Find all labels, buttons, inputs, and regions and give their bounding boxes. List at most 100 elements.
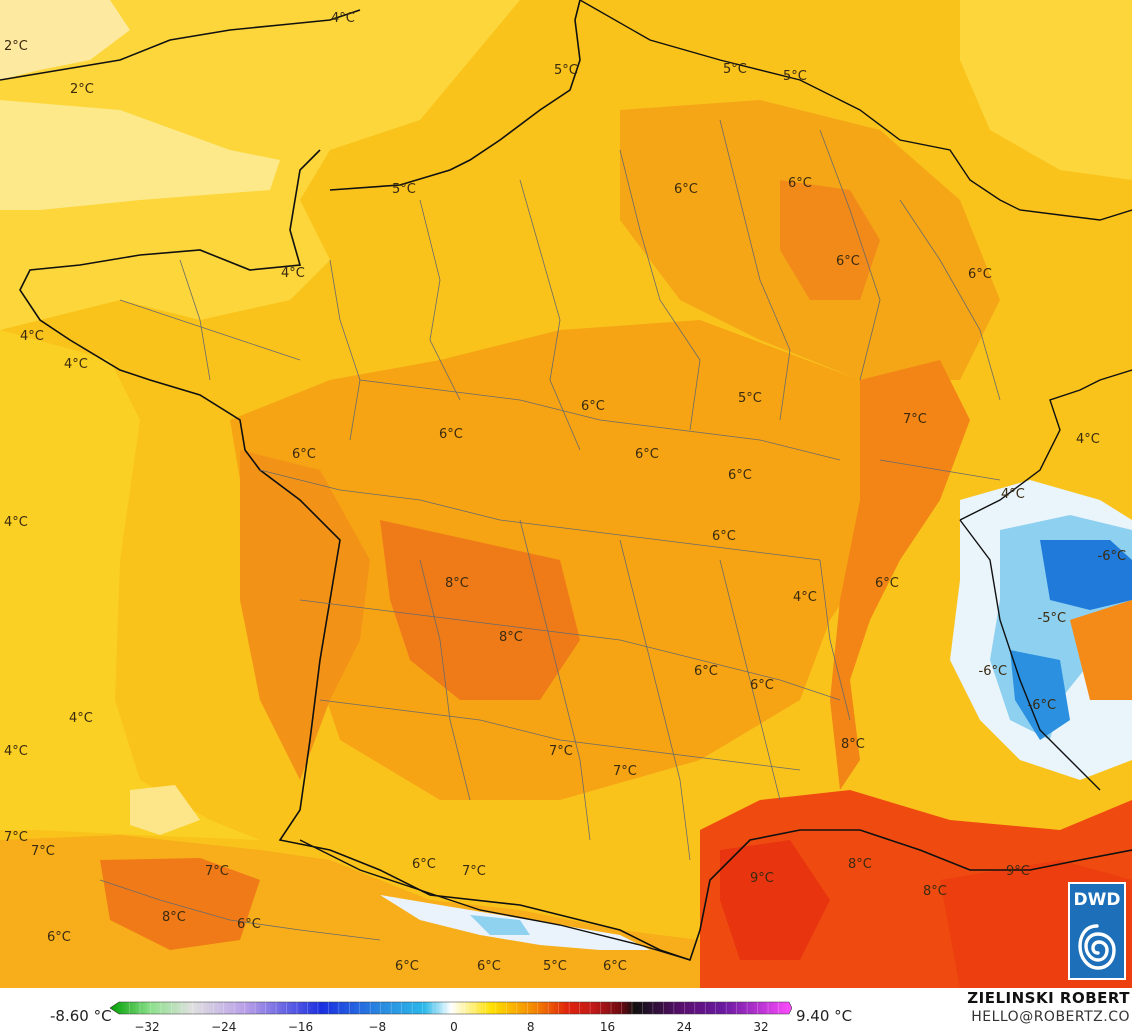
temperature-label: 5°C: [392, 182, 416, 197]
coastline-north: [329, 0, 581, 191]
temperature-map: 2°C 2°C 4°C 5°C 5°C 5°C 5°C 6°C 6°C 6°C 6°C 4°C 4°C 4…: [0, 0, 1132, 988]
border-east: [579, 0, 1132, 221]
temperature-label: 6°C: [836, 254, 860, 269]
cool-zone-germany: [960, 0, 1132, 180]
temperature-label: 6°C: [875, 576, 899, 591]
temperature-label: 4°C: [69, 711, 93, 726]
temperature-label: 4°C: [1001, 487, 1025, 502]
temperature-label: 2°C: [70, 82, 94, 97]
temperature-label: 4°C: [1076, 432, 1100, 447]
temperature-label: 6°C: [712, 529, 736, 544]
legend-tick-label: 32: [753, 1020, 769, 1034]
temperature-label: 4°C: [793, 590, 817, 605]
snow-pyrenees-core: [470, 915, 530, 935]
coastline-england: [0, 9, 361, 81]
temperature-label: 6°C: [603, 959, 627, 974]
temperature-label: 5°C: [738, 391, 762, 406]
legend-min-label: -8.60 °C: [50, 1007, 112, 1025]
temperature-label: 6°C: [968, 267, 992, 282]
credit-author: ZIELINSKI ROBERT: [967, 989, 1130, 1007]
temperature-label: 8°C: [162, 910, 186, 925]
warm-zone-southwest: [240, 450, 370, 780]
temperature-label: 5°C: [783, 69, 807, 84]
alps-ice-deep-2: [1010, 650, 1070, 740]
temperature-label: 8°C: [848, 857, 872, 872]
hot-zone-lion: [720, 840, 830, 960]
temperature-label: 4°C: [4, 744, 28, 759]
temperature-label: 6°C: [412, 857, 436, 872]
temperature-label: 9°C: [1006, 864, 1030, 879]
coastline-france: [19, 149, 1132, 962]
warm-zone-rhone: [830, 360, 970, 790]
temperature-label: 7°C: [4, 830, 28, 845]
legend-tick-label: 16: [599, 1020, 616, 1034]
border-pyrenees: [299, 839, 691, 961]
warm-zone-limousin: [380, 520, 580, 700]
temperature-label: 6°C: [581, 399, 605, 414]
hot-zone-spain: [100, 858, 260, 950]
temperature-label: 7°C: [903, 412, 927, 427]
temperature-label: 7°C: [613, 764, 637, 779]
temperature-label: 8°C: [923, 884, 947, 899]
department-borders: [99, 119, 1001, 941]
temperature-label: 6°C: [694, 664, 718, 679]
cool-zone-atlantic: [0, 330, 260, 840]
alps-ice-deep: [1040, 540, 1132, 610]
legend-max-label: 9.40 °C: [796, 1007, 853, 1025]
temperature-label: 6°C: [292, 447, 316, 462]
temperature-label: 4°C: [64, 357, 88, 372]
temperature-label: 5°C: [554, 63, 578, 78]
temperature-label: 4°C: [20, 329, 44, 344]
temperature-label: 7°C: [462, 864, 486, 879]
temperature-label: 8°C: [499, 630, 523, 645]
cold-spot-biscay: [130, 785, 200, 835]
temperature-label: 7°C: [31, 844, 55, 859]
temperature-label: -6°C: [978, 664, 1008, 679]
border-alps-south: [959, 519, 1101, 791]
temperature-label: 2°C: [4, 39, 28, 54]
temperature-label: 6°C: [728, 468, 752, 483]
temperature-label: 6°C: [635, 447, 659, 462]
cold-zone-nw: [0, 0, 130, 80]
temperature-field: [0, 0, 1132, 988]
legend-tick-label: −8: [368, 1020, 387, 1034]
temperature-label: 6°C: [237, 917, 261, 932]
temperature-label: 7°C: [205, 864, 229, 879]
temperature-label: 4°C: [4, 515, 28, 530]
temperature-label: 7°C: [549, 744, 573, 759]
temperature-label: 6°C: [395, 959, 419, 974]
temperature-label: 4°C: [331, 11, 355, 26]
temperature-label: -5°C: [1037, 611, 1067, 626]
temperature-label: 6°C: [477, 959, 501, 974]
temperature-label: 9°C: [750, 871, 774, 886]
temperature-label: 6°C: [788, 176, 812, 191]
legend-colorbar: [110, 1001, 792, 1015]
temperature-label: 5°C: [723, 62, 747, 77]
warm-zone-central: [230, 320, 900, 800]
cold-zone-channel: [0, 100, 280, 210]
legend-tick-label: −32: [134, 1020, 160, 1034]
temperature-label: -6°C: [1097, 549, 1127, 564]
legend-tick-label: 24: [676, 1020, 692, 1034]
temperature-label: 5°C: [543, 959, 567, 974]
border-alps: [959, 369, 1132, 521]
po-valley-warm: [1070, 600, 1132, 700]
temperature-label: 6°C: [439, 427, 463, 442]
temperature-label: -6°C: [1027, 698, 1057, 713]
temperature-label: 8°C: [841, 737, 865, 752]
temperature-label: 8°C: [445, 576, 469, 591]
credit-email[interactable]: HELLO@ROBERTZ.CO: [971, 1009, 1130, 1025]
temperature-label: 6°C: [750, 678, 774, 693]
legend-tick-label: −24: [211, 1020, 237, 1034]
dwd-swirl-icon: [1078, 924, 1116, 970]
legend-tick-label: −16: [287, 1020, 314, 1034]
temperature-label: 4°C: [281, 266, 305, 281]
dwd-logo-text: DWD: [1073, 890, 1121, 910]
legend-tick-label: 0: [450, 1020, 458, 1034]
temperature-label: 6°C: [674, 182, 698, 197]
legend-tick-label: 8: [526, 1020, 535, 1034]
temperature-label: 6°C: [47, 930, 71, 945]
warm-zone-east: [780, 180, 880, 300]
legend-gradient-bar: [110, 1001, 792, 1015]
dwd-logo: DWD: [1068, 882, 1126, 980]
